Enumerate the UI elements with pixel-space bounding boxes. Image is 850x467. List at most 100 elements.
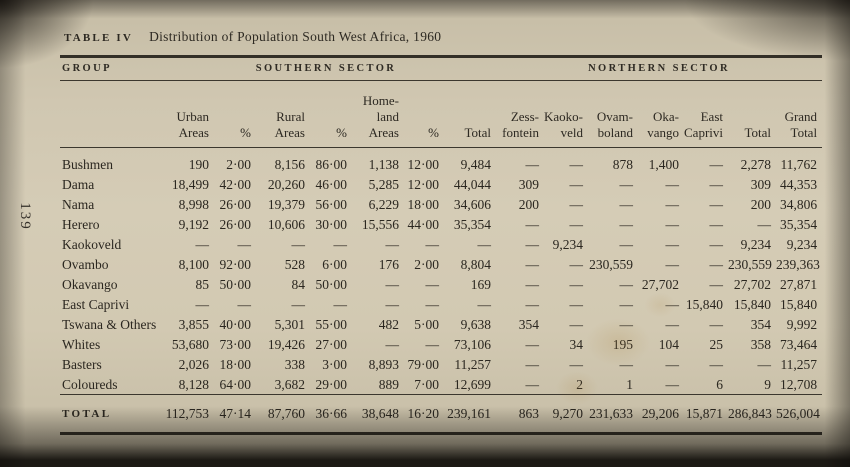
table-cell: — — [237, 296, 252, 312]
column-header-8: Zess- fontein — [496, 80, 544, 148]
table-cell: 528 — [284, 256, 305, 272]
table-cell: 20,260 — [267, 176, 305, 192]
table-cell: 5·00 — [414, 316, 439, 332]
table-cell: — — [665, 236, 680, 252]
table-row: Nama 8,998 26·00 19,379 56·00 6,229 18·00 34,60… — [60, 194, 822, 214]
table-cell: 200 — [518, 196, 539, 212]
table-cell: 19,379 — [267, 196, 305, 212]
table-cell: — — [195, 236, 210, 252]
table-cell: — — [757, 356, 772, 372]
column-header-12: East Caprivi — [684, 80, 728, 148]
total-row: TOTAL 112,753 47·14 87,760 36·66 38,648 16·20 2… — [60, 394, 823, 434]
column-header-3: Rural Areas — [256, 80, 310, 148]
table-cell: — — [425, 236, 440, 252]
row-label: Coloureds — [62, 376, 118, 392]
table-cell: 889 — [378, 376, 399, 392]
table-cell: — — [665, 196, 680, 212]
table-cell: — — [665, 176, 680, 192]
table-cell: — — [569, 296, 584, 312]
table-cell: 19,426 — [267, 336, 305, 352]
table-cell: — — [665, 356, 680, 372]
table-cell: 9,638 — [460, 316, 491, 332]
table-row: Herero 9,192 26·00 10,606 30·00 15,556 44·00 35… — [60, 214, 822, 234]
table-cell: 50·00 — [219, 276, 252, 292]
table-cell: — — [709, 236, 724, 252]
table-cell: 15,840 — [733, 296, 771, 312]
table-row: Ovambo 8,100 92·00 528 6·00 176 2·00 8,804— —230… — [60, 254, 822, 274]
table-cell: 169 — [470, 276, 491, 292]
table-cell: 34,606 — [453, 196, 491, 212]
table-cell: 1 — [626, 376, 633, 392]
table-cell: 9,234 — [552, 236, 583, 252]
table-cell: — — [569, 256, 584, 272]
table-row: Whites 53,680 73·00 19,426 27·00 — — 73,106 — 34 1… — [60, 334, 822, 354]
table-cell: — — [569, 356, 584, 372]
table-row: Basters 2,026 18·00 338 3·00 8,893 79·00 11,257… — [60, 354, 822, 374]
column-header-6: % — [404, 80, 444, 148]
table-cell: 8,804 — [460, 256, 491, 272]
table-cell: 11,762 — [780, 156, 818, 172]
table-cell: 42·00 — [219, 176, 252, 192]
table-cell: — — [569, 196, 584, 212]
table-cell: 15,556 — [361, 216, 399, 232]
table-cell: 47·14 — [214, 394, 256, 434]
table-cell: — — [195, 296, 210, 312]
row-label: Okavango — [62, 276, 118, 292]
table-cell: 2·00 — [226, 156, 251, 172]
table-cell: 34 — [569, 336, 584, 352]
table-cell: 73·00 — [219, 336, 252, 352]
table-cell: — — [425, 336, 440, 352]
row-label: Nama — [62, 196, 95, 212]
table-cell: 9 — [764, 376, 771, 392]
table-cell: 15,871 — [684, 394, 728, 434]
table-cell: 84 — [291, 276, 306, 292]
table-cell: 26·00 — [219, 196, 252, 212]
table-cell: 87,760 — [256, 394, 310, 434]
table-cell: 8,128 — [178, 376, 209, 392]
table-cell: 354 — [750, 316, 771, 332]
table-cell: 36·66 — [310, 394, 352, 434]
table-cell: 6·00 — [322, 256, 347, 272]
table-cell: 8,893 — [368, 356, 399, 372]
table-cell: — — [665, 256, 680, 272]
table-cell: 11,257 — [780, 356, 818, 372]
table-cell: 27,702 — [641, 276, 679, 292]
table-cell: 18,499 — [171, 176, 209, 192]
table-cell: 239,161 — [444, 394, 496, 434]
table-cell: 3,682 — [274, 376, 305, 392]
table-cell: — — [709, 156, 724, 172]
table-cell: — — [333, 236, 348, 252]
table-cell: 18·00 — [219, 356, 252, 372]
table-cell: 354 — [518, 316, 539, 332]
row-label: Herero — [62, 216, 100, 232]
table-cell: 878 — [612, 156, 633, 172]
table-cell: 309 — [518, 176, 539, 192]
table-cell: — — [619, 236, 634, 252]
table-cell: 30·00 — [315, 216, 348, 232]
table-cell: — — [665, 376, 680, 392]
table-cell: 1,400 — [648, 156, 679, 172]
table-cell: — — [525, 156, 540, 172]
table-cell: — — [385, 336, 400, 352]
table-cell: — — [525, 236, 540, 252]
table-cell: 12·00 — [407, 176, 440, 192]
table-cell: — — [619, 296, 634, 312]
table-cell: 40·00 — [219, 316, 252, 332]
table-cell: 64·00 — [219, 376, 252, 392]
table-cell: — — [385, 276, 400, 292]
row-label: Bushmen — [62, 156, 114, 172]
column-header-row: Urban Areas% Rural Areas% Home- land Areas… — [60, 80, 823, 148]
table-cell: — — [569, 156, 584, 172]
table-cell: — — [385, 236, 400, 252]
table-cell: — — [525, 376, 540, 392]
table-cell: — — [237, 236, 252, 252]
table-cell: — — [619, 316, 634, 332]
table-cell: — — [665, 316, 680, 332]
table-cell: 338 — [284, 356, 305, 372]
table-cell: 2,026 — [178, 356, 209, 372]
row-label: Kaokoveld — [62, 236, 122, 252]
northern-sector-header: NORTHERN SECTOR — [496, 56, 823, 81]
table-cell: 26·00 — [219, 216, 252, 232]
table-cell: 2·00 — [414, 256, 439, 272]
table-cell: — — [665, 296, 680, 312]
